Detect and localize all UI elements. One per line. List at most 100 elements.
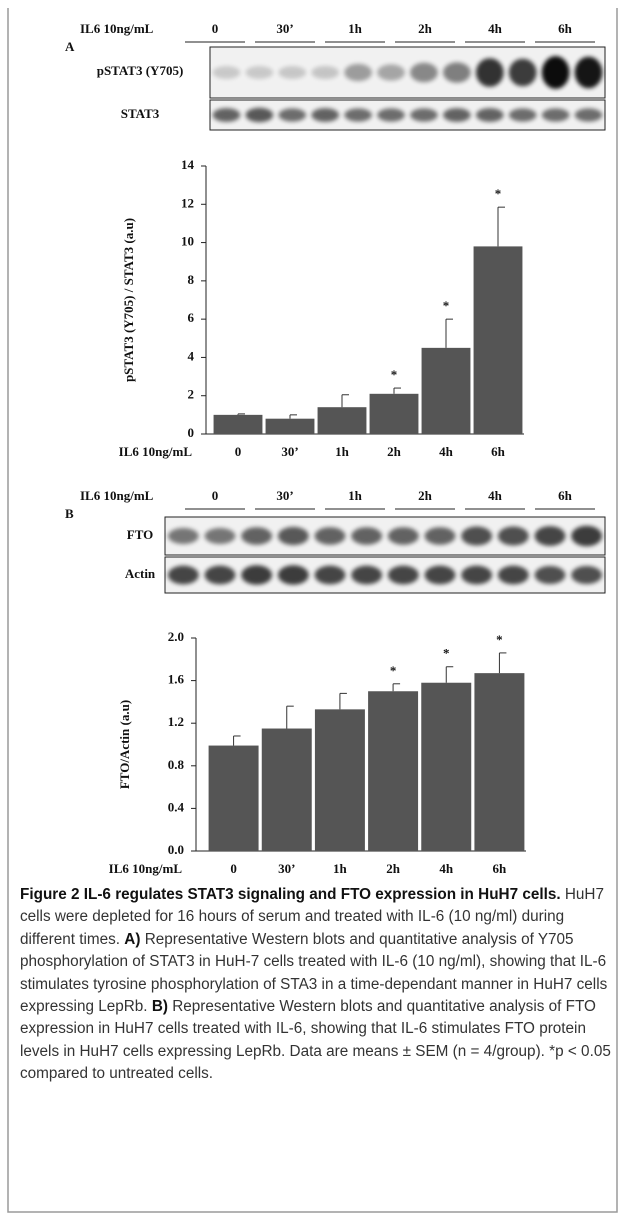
blot-band [542, 56, 570, 89]
y-tick-label: 6 [188, 310, 195, 325]
blot-band [168, 528, 199, 544]
blot-band [388, 566, 419, 585]
lane-label: 0 [212, 488, 219, 503]
lane-label: 2h [418, 488, 433, 503]
x-tick-label: 4h [439, 444, 454, 459]
lane-label: 30’ [276, 488, 293, 503]
y-tick-label: 1.6 [168, 672, 185, 687]
lane-label: 4h [488, 21, 503, 36]
lane-label: 6h [558, 488, 573, 503]
bar [370, 394, 419, 434]
y-tick-label: 0 [188, 425, 195, 440]
blot-band [315, 527, 346, 544]
blot-band [575, 57, 603, 89]
x-tick-label: 30’ [278, 861, 295, 876]
panel-letter: B [65, 506, 74, 521]
significance-mark: * [443, 646, 450, 661]
y-tick-label: 2.0 [168, 629, 184, 644]
blot-band [535, 566, 566, 584]
lane-label: 6h [558, 21, 573, 36]
y-tick-label: 1.2 [168, 714, 184, 729]
blot-band [278, 565, 309, 584]
x-tick-label: 1h [335, 444, 350, 459]
lane-label: 1h [348, 488, 363, 503]
blot-band [498, 527, 529, 546]
y-tick-label: 10 [181, 234, 194, 249]
blot-band [205, 566, 236, 585]
significance-mark: * [391, 367, 398, 382]
blot-band [425, 566, 456, 585]
bar [318, 407, 367, 434]
blot-band [509, 108, 537, 121]
blot-band [498, 566, 529, 585]
y-axis-label: pSTAT3 (Y705) / STAT3 (a.u) [121, 218, 136, 382]
significance-mark: * [496, 632, 503, 647]
blot-band [168, 566, 199, 585]
bar [474, 246, 523, 434]
bar [315, 709, 365, 851]
blot-band [535, 526, 566, 546]
blot-band [351, 527, 382, 544]
caption: Figure 2 IL-6 regulates STAT3 signaling … [20, 884, 612, 1086]
blot-band [571, 566, 602, 584]
bar [422, 348, 471, 434]
x-axis-label: IL6 10ng/mL [119, 444, 193, 459]
panel-letter: A [65, 39, 75, 54]
blot-band [461, 566, 492, 585]
bar [368, 691, 418, 851]
lane-label: 1h [348, 21, 363, 36]
blot-label: Actin [125, 566, 156, 581]
lane-header: IL6 10ng/mL [80, 21, 154, 36]
y-tick-label: 4 [188, 348, 195, 363]
bar [474, 673, 524, 851]
blot-band [246, 66, 274, 79]
blot-band [205, 528, 236, 544]
y-tick-label: 0.4 [168, 799, 185, 814]
x-tick-label: 4h [439, 861, 454, 876]
caption-bold: Figure 2 IL-6 regulates STAT3 signaling … [20, 886, 561, 903]
caption-bold: B) [152, 998, 168, 1015]
lane-label: 4h [488, 488, 503, 503]
y-tick-label: 14 [181, 157, 195, 172]
blot-band [344, 64, 372, 81]
blot-band [377, 108, 405, 121]
bar [214, 415, 263, 434]
bar [209, 746, 259, 851]
blot-band [388, 527, 419, 544]
x-axis-label: IL6 10ng/mL [109, 861, 183, 876]
figure: AIL6 10ng/mL030’1h2h4h6hpSTAT3 (Y705)STA… [0, 0, 625, 1220]
x-tick-label: 2h [387, 444, 402, 459]
x-tick-label: 6h [491, 444, 506, 459]
significance-mark: * [443, 298, 450, 313]
blot-band [241, 565, 272, 584]
blot-band [278, 66, 306, 79]
x-tick-label: 30’ [281, 444, 298, 459]
blot-band [509, 59, 537, 87]
blot-band [476, 58, 504, 87]
blot-band [213, 66, 241, 79]
lane-header: IL6 10ng/mL [80, 488, 154, 503]
blot-band [213, 108, 241, 122]
blot-band [246, 108, 274, 122]
blot-band [410, 108, 438, 121]
caption-bold: A) [124, 931, 140, 948]
significance-mark: * [390, 663, 397, 678]
y-tick-label: 12 [181, 195, 194, 210]
blot-band [311, 66, 339, 79]
blot-band [425, 527, 456, 544]
bar [262, 729, 312, 851]
significance-mark: * [495, 186, 502, 201]
blot-band [571, 526, 602, 547]
lane-label: 2h [418, 21, 433, 36]
blot-band [278, 527, 309, 545]
blot-label: FTO [127, 527, 154, 542]
y-tick-label: 2 [188, 387, 195, 402]
x-tick-label: 0 [235, 444, 242, 459]
x-tick-label: 6h [493, 861, 508, 876]
blot-band [410, 63, 438, 82]
blot-band [476, 108, 504, 122]
blot-band [351, 566, 382, 585]
blot-band [344, 108, 372, 121]
bar [421, 683, 471, 851]
